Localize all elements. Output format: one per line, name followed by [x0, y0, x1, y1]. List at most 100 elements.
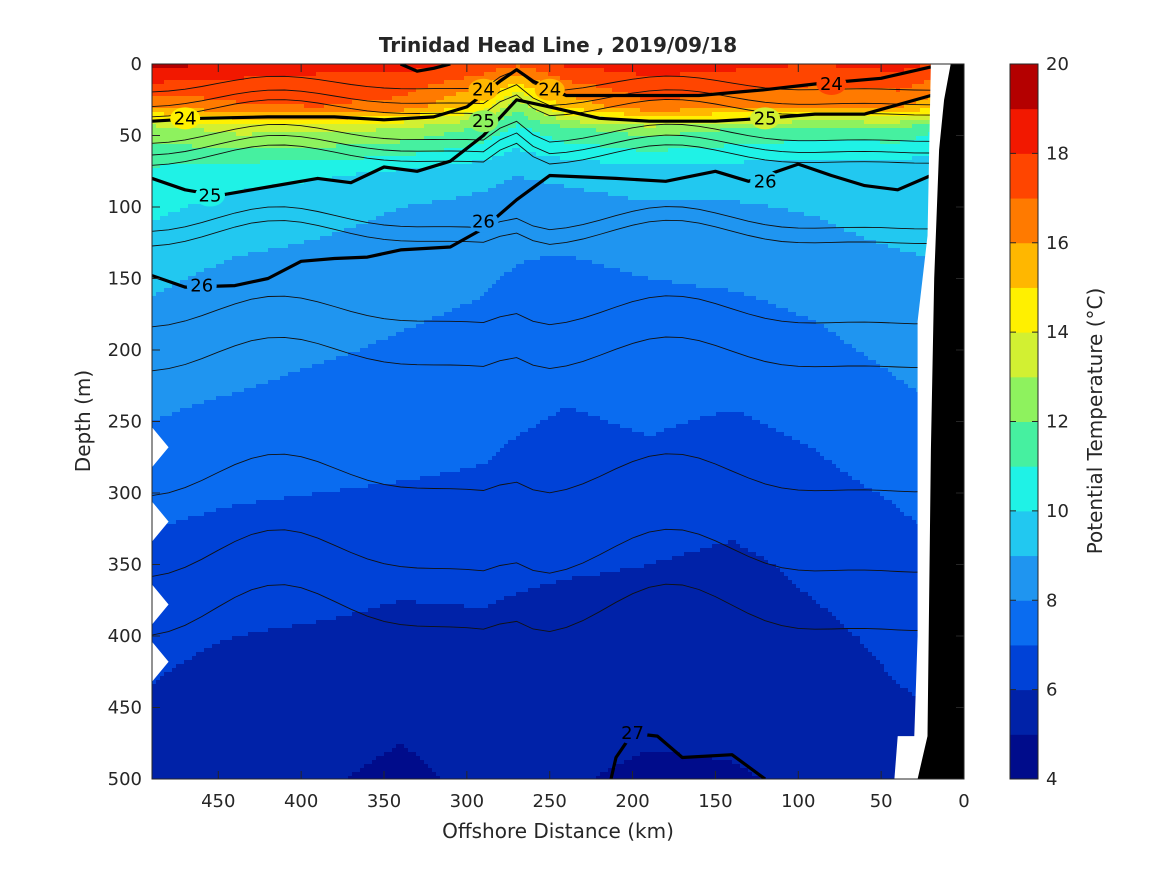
heatmap-cell [672, 128, 677, 133]
heatmap-cell [192, 72, 197, 77]
heatmap-cell [400, 72, 405, 77]
heatmap-cell [372, 152, 377, 157]
heatmap-cell [860, 100, 865, 105]
heatmap-cell [744, 84, 749, 89]
heatmap-cell [608, 100, 613, 105]
heatmap-cell [740, 100, 745, 105]
heatmap-cell [552, 112, 557, 117]
heatmap-cell [232, 120, 237, 125]
heatmap-cell [752, 108, 757, 113]
heatmap-cell [192, 64, 197, 69]
heatmap-cell [860, 72, 865, 77]
heatmap-cell [460, 80, 465, 85]
heatmap-cell [588, 120, 593, 125]
heatmap-cell [368, 140, 373, 145]
heatmap-cell [924, 120, 929, 125]
heatmap-cell [232, 108, 237, 113]
heatmap-cell [632, 128, 637, 133]
heatmap-cell [524, 148, 529, 153]
heatmap-cell [384, 96, 389, 101]
heatmap-cell [748, 76, 753, 81]
heatmap-cell [172, 160, 177, 165]
heatmap-cell [804, 80, 809, 85]
heatmap-cell [424, 120, 429, 125]
heatmap-cell [332, 128, 337, 133]
heatmap-cell [616, 80, 621, 85]
heatmap-cell [852, 68, 857, 73]
heatmap-cell [164, 64, 169, 69]
heatmap-cell [740, 140, 745, 145]
heatmap-cell [192, 160, 197, 165]
heatmap-cell [876, 104, 881, 109]
heatmap-cell [572, 80, 577, 85]
heatmap-cell [548, 128, 553, 133]
heatmap-cell [764, 140, 769, 145]
heatmap-cell [904, 112, 909, 117]
heatmap-cell [704, 68, 709, 73]
heatmap-cell [176, 156, 181, 161]
heatmap-cell [584, 156, 589, 161]
heatmap-cell [476, 64, 481, 69]
heatmap-cell [436, 124, 441, 129]
heatmap-cell [284, 92, 289, 97]
heatmap-cell [272, 104, 277, 109]
heatmap-cell [464, 156, 469, 161]
heatmap-cell [776, 132, 781, 137]
heatmap-cell [196, 124, 201, 129]
heatmap-cell [432, 92, 437, 97]
heatmap-cell [256, 96, 261, 101]
heatmap-cell [724, 64, 729, 69]
heatmap-cell [644, 80, 649, 85]
heatmap-cell [740, 92, 745, 97]
heatmap-cell [500, 120, 505, 125]
heatmap-cell [152, 76, 157, 81]
heatmap-cell [264, 92, 269, 97]
heatmap-cell [312, 96, 317, 101]
heatmap-cell [892, 140, 897, 145]
heatmap-cell [192, 76, 197, 81]
heatmap-cell [204, 76, 209, 81]
heatmap-cell [504, 104, 509, 109]
heatmap-cell [824, 148, 829, 153]
heatmap-cell [356, 92, 361, 97]
heatmap-cell [760, 140, 765, 145]
heatmap-cell [284, 148, 289, 153]
heatmap-cell [196, 88, 201, 93]
heatmap-cell [548, 120, 553, 125]
heatmap-cell [208, 80, 213, 85]
heatmap-cell [176, 84, 181, 89]
heatmap-cell [556, 152, 561, 157]
heatmap-cell [404, 144, 409, 149]
heatmap-cell [364, 120, 369, 125]
heatmap-cell [268, 120, 273, 125]
heatmap-cell [400, 140, 405, 145]
heatmap-cell [792, 128, 797, 133]
heatmap-cell [608, 112, 613, 117]
heatmap-cell [804, 100, 809, 105]
heatmap-cell [836, 152, 841, 157]
heatmap-cell [900, 128, 905, 133]
heatmap-cell [268, 104, 273, 109]
heatmap-cell [528, 112, 533, 117]
heatmap-cell [872, 136, 877, 141]
heatmap-cell [648, 152, 653, 157]
heatmap-cell [240, 72, 245, 77]
heatmap-cell [800, 64, 805, 69]
heatmap-cell [596, 128, 601, 133]
heatmap-cell [324, 128, 329, 133]
heatmap-cell [680, 144, 685, 149]
heatmap-cell [504, 144, 509, 149]
heatmap-cell [360, 120, 365, 125]
heatmap-cell [408, 68, 413, 73]
heatmap-cell [324, 124, 329, 129]
heatmap-cell [732, 92, 737, 97]
heatmap-cell [548, 144, 553, 149]
heatmap-cell [460, 100, 465, 105]
heatmap-cell [640, 108, 645, 113]
heatmap-cell [660, 136, 665, 141]
heatmap-cell [368, 112, 373, 117]
heatmap-cell [260, 132, 265, 137]
heatmap-cell [584, 96, 589, 101]
heatmap-cell [264, 136, 269, 141]
heatmap-cell [912, 72, 917, 77]
